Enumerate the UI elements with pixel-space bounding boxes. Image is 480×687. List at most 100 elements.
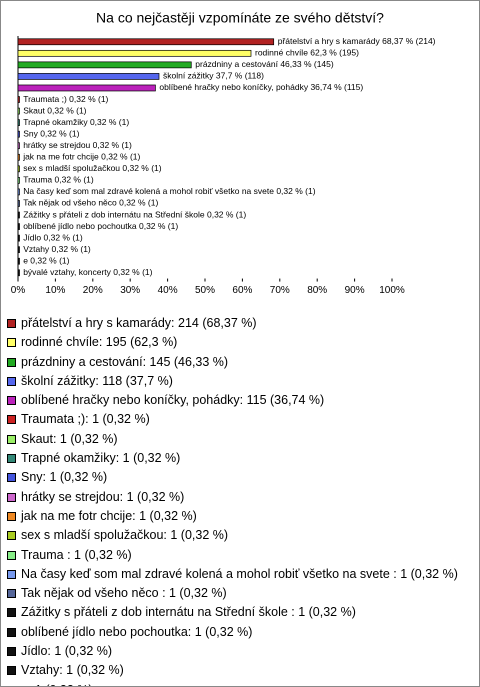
legend-item: Trapné okamžiky: 1 (0,32 %) [7, 449, 469, 468]
value-label: jak na me fotr chcije 0,32 % (1) [22, 152, 140, 162]
legend-swatch [7, 627, 16, 637]
value-label: oblíbené jídlo nebo pochoutka 0,32 % (1) [23, 221, 178, 231]
value-label: Skaut 0,32 % (1) [23, 105, 86, 115]
legend-item: hrátky se strejdou: 1 (0,32 %) [7, 488, 469, 507]
legend-label: sex s mladší spolužačkou: 1 (0,32 %) [21, 528, 229, 543]
legend-swatch [7, 376, 16, 386]
bar [17, 211, 20, 219]
legend-swatch [7, 473, 16, 483]
legend-item: oblíbené jídlo nebo pochoutka: 1 (0,32 %… [7, 623, 469, 642]
legend-item: e: 1 (0,32 %) [7, 681, 469, 686]
legend-label: Na časy keď som mal zdravé kolená a moho… [21, 566, 458, 581]
legend-label: přátelství a hry s kamarády: 214 (68,37 … [21, 316, 257, 330]
legend-item: Skaut: 1 (0,32 %) [7, 430, 469, 449]
legend-label: oblíbené hračky nebo koníčky, pohádky: 1… [21, 393, 325, 408]
legend-swatch [7, 666, 16, 676]
bar [17, 177, 20, 184]
value-label: oblíbené hračky nebo koníčky, pohádky 36… [159, 82, 363, 92]
bar [17, 119, 20, 126]
value-label: školní zážitky 37,7 % (118) [163, 71, 264, 81]
bar [17, 269, 20, 277]
value-label: rodinné chvíle 62,3 % (195) [255, 48, 359, 58]
x-tick-label: 90% [345, 285, 365, 296]
value-label: Vztahy 0,32 % (1) [23, 244, 91, 254]
bar [17, 38, 275, 46]
legend-swatch [7, 396, 16, 406]
value-label: Tak nějak od všeho něco 0,32 % (1) [23, 198, 158, 208]
bar [17, 234, 20, 242]
value-label: hrátky se strejdou 0,32 % (1) [23, 140, 132, 150]
chart: Na co nejčastěji vzpomínáte ze svého dět… [11, 10, 436, 296]
chart-title: Na co nejčastěji vzpomínáte ze svého dět… [96, 10, 384, 26]
legend-label: hrátky se strejdou: 1 (0,32 %) [21, 489, 185, 504]
legend-swatch [7, 492, 16, 502]
legend-swatch [7, 511, 16, 521]
legend-item: prázdniny a cestování: 145 (46,33 %) [7, 353, 469, 372]
value-label: e 0,32 % (1) [23, 255, 69, 265]
value-label: Zážitky s přáteli z dob internátu na Stř… [23, 209, 246, 219]
value-label: Trauma 0,32 % (1) [23, 175, 94, 185]
legend-item: školní zážitky: 118 (37,7 %) [7, 372, 469, 391]
legend-swatch [7, 685, 16, 686]
legend-label: oblíbené jídlo nebo pochoutka: 1 (0,32 %… [21, 624, 253, 639]
x-tick-label: 10% [45, 285, 65, 296]
bar [17, 130, 20, 138]
legend-item: Zážitky s přáteli z dob internátu na Stř… [7, 603, 469, 622]
legend-label: Skaut: 1 (0,32 %) [21, 431, 118, 446]
value-label: Traumata ;) 0,32 % (1) [23, 94, 108, 104]
value-label: Na časy keď som mal zdravé kolená a moho… [23, 186, 316, 196]
legend-label: Trapné okamžiky: 1 (0,32 %) [21, 451, 181, 466]
legend-label: Jídlo: 1 (0,32 %) [21, 644, 113, 659]
x-tick-label: 20% [83, 285, 103, 296]
value-label: prázdniny a cestování 46,33 % (145) [195, 59, 334, 69]
legend-label: Tak nějak od všeho něco : 1 (0,32 %) [21, 586, 227, 601]
legend-label: e: 1 (0,32 %) [21, 683, 93, 686]
x-tick-label: 80% [307, 285, 327, 296]
x-tick-label: 30% [120, 285, 140, 296]
value-label: Sny 0,32 % (1) [23, 128, 79, 138]
x-tick-label: 70% [270, 285, 290, 296]
bar [17, 257, 20, 265]
bar [17, 142, 20, 150]
bar [17, 96, 20, 103]
bar [17, 188, 20, 196]
x-tick-label: 50% [195, 285, 215, 296]
bar [17, 73, 160, 80]
legend-label: Zážitky s přáteli z dob internátu na Stř… [21, 605, 356, 620]
x-tick-label: 40% [158, 285, 178, 296]
bar [17, 246, 20, 254]
legend-item: Trauma : 1 (0,32 %) [7, 546, 469, 565]
legend-label: Traumata ;): 1 (0,32 %) [21, 412, 150, 427]
value-label: Jídlo 0,32 % (1) [23, 232, 83, 242]
bar [17, 200, 20, 207]
value-label: bývalé vztahy, koncerty 0,32 % (1) [23, 267, 152, 277]
value-label: sex s mladší spolužačkou 0,32 % (1) [23, 163, 162, 173]
legend-item: sex s mladší spolužačkou: 1 (0,32 %) [7, 526, 469, 545]
bar [17, 107, 20, 115]
legend-label: Trauma : 1 (0,32 %) [21, 547, 132, 562]
legend-swatch [7, 647, 16, 657]
legend-label: Sny: 1 (0,32 %) [21, 470, 108, 485]
bar [17, 153, 20, 161]
legend-item: Na časy keď som mal zdravé kolená a moho… [7, 565, 469, 584]
legend-swatch [7, 434, 16, 444]
legend-swatch [7, 319, 16, 328]
legend-swatch [7, 338, 16, 348]
x-tick-label: 100% [379, 285, 405, 296]
legend-item: Traumata ;): 1 (0,32 %) [7, 410, 469, 429]
legend-item: Vztahy: 1 (0,32 %) [7, 661, 469, 680]
legend-label: prázdniny a cestování: 145 (46,33 %) [21, 354, 229, 369]
x-tick-label: 60% [232, 285, 252, 296]
legend-swatch [7, 608, 16, 618]
legend-item: přátelství a hry s kamarády: 214 (68,37 … [7, 314, 469, 333]
value-label: přátelství a hry s kamarády 68,37 % (214… [278, 36, 436, 46]
legend-item: Sny: 1 (0,32 %) [7, 468, 469, 487]
legend-item: rodinné chvíle: 195 (62,3 %) [7, 333, 469, 352]
legend-item: Jídlo: 1 (0,32 %) [7, 642, 469, 661]
legend-label: školní zážitky: 118 (37,7 %) [21, 373, 173, 388]
legend-item: oblíbené hračky nebo koníčky, pohádky: 1… [7, 391, 469, 410]
legend-swatch [7, 569, 16, 579]
bar [17, 223, 20, 230]
x-tick-label: 0% [11, 285, 26, 296]
